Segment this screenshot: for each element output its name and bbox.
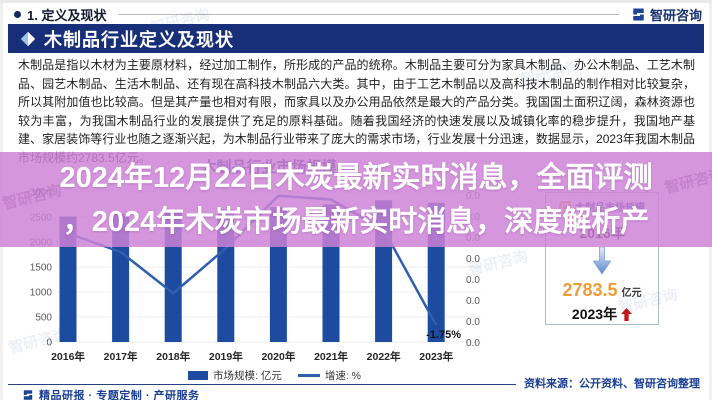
svg-text:2018年: 2018年 <box>156 350 190 363</box>
diamond-icon <box>20 31 36 46</box>
svg-text:0.0: 0.0 <box>466 275 480 286</box>
panel-value-row: 2783.5 亿元 <box>562 280 641 301</box>
svg-text:0.0: 0.0 <box>466 317 480 328</box>
brand-name: 智研咨询 <box>649 7 702 23</box>
svg-text:2017年: 2017年 <box>104 350 138 363</box>
overlay-headline-line1: 2024年12月22日木炭最新实时消息，全面评测 <box>59 161 653 194</box>
arrow-up-icon <box>621 307 632 321</box>
svg-text:2021年: 2021年 <box>314 350 348 363</box>
svg-text:0.0: 0.0 <box>466 296 480 307</box>
svg-text:1500: 1500 <box>30 263 53 274</box>
svg-text:-1.75%: -1.75% <box>426 329 461 341</box>
banner-title: 木制品行业定义及现状 <box>44 29 234 50</box>
top-bar: 1. 定义及现状 智研咨询 <box>10 5 702 23</box>
svg-text:500: 500 <box>35 313 52 324</box>
footer-divider <box>8 384 516 385</box>
overlay-headline-line2: ，2024年木炭市场最新实时消息，深度解析产 <box>62 205 650 238</box>
zhiyan-logo-icon <box>23 390 33 400</box>
legend-item-line: 增速: % <box>297 368 362 383</box>
zhiyan-logo-icon <box>633 8 644 20</box>
industry-description-text: 木制品是指以木材为主要原材料，经过加工制作，所形成的产品的统称。木制品主要可分为… <box>18 58 695 165</box>
legend-label-line: 增速: % <box>324 370 362 382</box>
panel-end-year: 2023年 <box>571 306 618 322</box>
footer: 精品研报 · 专题定制 · 产研服务 <box>22 387 200 400</box>
svg-text:2022年: 2022年 <box>367 350 401 363</box>
chart-legend: 市场规模: 亿元 增速: % <box>188 368 361 383</box>
legend-item-bar: 市场规模: 亿元 <box>188 368 282 383</box>
brand-logo: 智研咨询 <box>631 5 702 24</box>
panel-unit: 亿元 <box>621 288 642 299</box>
section-banner: 木制品行业定义及现状 <box>8 24 704 53</box>
svg-text:0: 0 <box>46 338 52 349</box>
svg-text:2023年: 2023年 <box>419 350 453 363</box>
svg-text:2020年: 2020年 <box>261 350 295 363</box>
bar-swatch-icon <box>188 371 208 380</box>
section-bullet-icon <box>14 10 21 18</box>
svg-text:1000: 1000 <box>30 288 53 299</box>
top-rule-divider <box>118 13 619 15</box>
footer-tagline: 精品研报 · 专题定制 · 产研服务 <box>39 390 200 400</box>
line-swatch-icon <box>297 374 320 377</box>
svg-text:2019年: 2019年 <box>209 350 243 363</box>
panel-value: 2783.5 <box>562 280 618 300</box>
svg-text:2016年: 2016年 <box>51 350 85 363</box>
section-label: 1. 定义及现状 <box>27 7 107 23</box>
news-overlay-banner: 2024年12月22日木炭最新实时消息，全面评测 ，2024年木炭市场最新实时消… <box>0 152 712 247</box>
arrow-down-icon <box>593 247 611 275</box>
panel-end-row: 2023年 <box>572 304 632 324</box>
legend-label-bar: 市场规模: 亿元 <box>213 370 282 382</box>
source-note: 资料来源：公开资料、智研咨询整理 <box>524 378 700 390</box>
svg-text:0.0: 0.0 <box>466 338 480 349</box>
svg-text:0.0: 0.0 <box>466 254 480 265</box>
